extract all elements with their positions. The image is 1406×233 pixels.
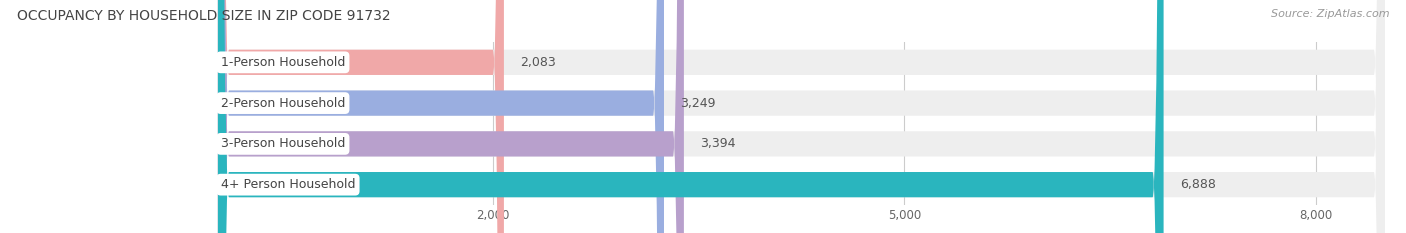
FancyBboxPatch shape bbox=[218, 0, 503, 233]
Text: Source: ZipAtlas.com: Source: ZipAtlas.com bbox=[1271, 9, 1389, 19]
Text: OCCUPANCY BY HOUSEHOLD SIZE IN ZIP CODE 91732: OCCUPANCY BY HOUSEHOLD SIZE IN ZIP CODE … bbox=[17, 9, 391, 23]
FancyBboxPatch shape bbox=[218, 0, 664, 233]
Text: 3-Person Household: 3-Person Household bbox=[221, 137, 344, 150]
FancyBboxPatch shape bbox=[218, 0, 1385, 233]
FancyBboxPatch shape bbox=[218, 0, 1385, 233]
FancyBboxPatch shape bbox=[218, 0, 1385, 233]
FancyBboxPatch shape bbox=[218, 0, 1385, 233]
Text: 3,394: 3,394 bbox=[700, 137, 735, 150]
Text: 6,888: 6,888 bbox=[1180, 178, 1216, 191]
FancyBboxPatch shape bbox=[218, 0, 683, 233]
Text: 1-Person Household: 1-Person Household bbox=[221, 56, 344, 69]
Text: 4+ Person Household: 4+ Person Household bbox=[221, 178, 356, 191]
FancyBboxPatch shape bbox=[218, 0, 1164, 233]
Text: 3,249: 3,249 bbox=[681, 97, 716, 110]
Text: 2,083: 2,083 bbox=[520, 56, 557, 69]
Text: 2-Person Household: 2-Person Household bbox=[221, 97, 344, 110]
